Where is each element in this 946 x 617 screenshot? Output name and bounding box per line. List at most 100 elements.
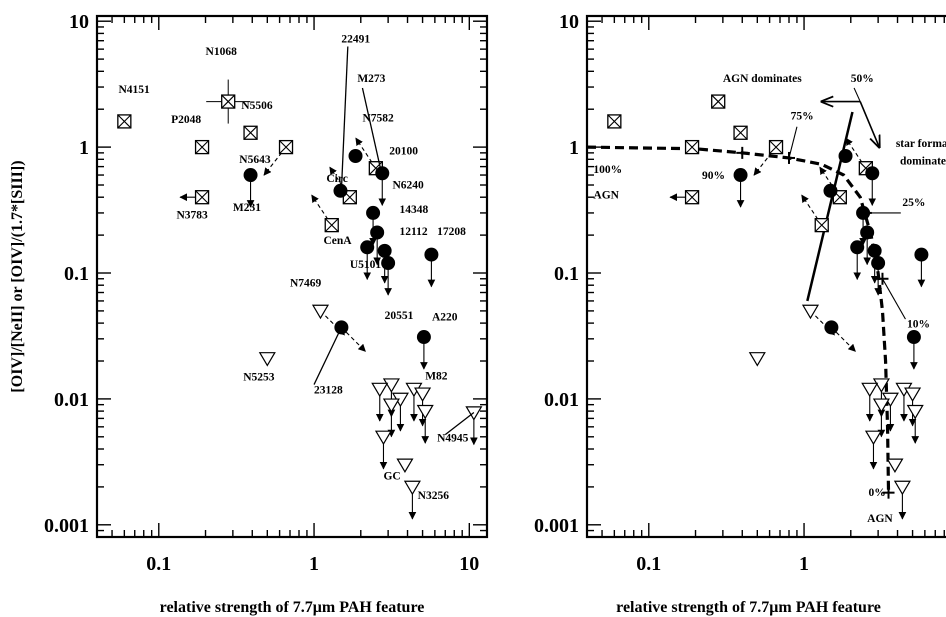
chart-0-marker-box-cross	[243, 125, 258, 140]
chart-1-point-circle	[838, 148, 853, 163]
chart-1-marker-box-cross	[685, 140, 699, 154]
chart-1-marker-circle	[906, 330, 921, 345]
chart-0-ticks	[96, 16, 487, 538]
chart-0-point-box-x	[117, 114, 132, 129]
chart-1-marker-circle	[860, 225, 875, 240]
chart-1-y-tick-label: 0.1	[554, 263, 579, 285]
chart-1-annotation-label: AGN dominates	[723, 73, 802, 85]
chart-0-annotation-label: N7582	[362, 112, 394, 124]
chart-1-point-box-x	[711, 94, 726, 109]
chart-0-point-box-x	[263, 139, 294, 176]
chart-0-marker-circle	[375, 166, 390, 181]
chart-1-x-tick-label: 0.1	[636, 553, 661, 575]
chart-1-point-box-x	[733, 125, 748, 140]
chart-0-y-axis-title: [OIV]/[NeII] or [OIV]/(1.7*[SIII])	[9, 160, 26, 392]
chart-1-marker-triangle	[893, 480, 911, 496]
chart-1-direction-arrow	[859, 101, 879, 148]
chart-1-point-triangle	[861, 382, 879, 422]
chart-0-leader-line	[444, 411, 475, 436]
chart-0-point-circle	[370, 225, 385, 266]
chart-0-limit-arrow	[329, 166, 351, 198]
chart-1-x-tick-label: 1	[799, 553, 809, 575]
chart-0-limit-arrow	[263, 146, 287, 176]
chart-1-point-circle	[824, 320, 856, 352]
chart-1-marker-triangle	[748, 352, 766, 367]
chart-0-y-tick-label: 0.1	[64, 263, 89, 285]
chart-1-point-triangle	[886, 458, 904, 474]
chart-0-data-layer	[117, 79, 483, 520]
chart-1-marker-circle	[871, 256, 886, 271]
chart-1-point-triangle	[801, 304, 836, 336]
chart-0-marker-box-cross	[195, 140, 209, 154]
chart-0-annotation-label: N5506	[241, 100, 273, 112]
chart-0-x-tick-label: 10	[459, 553, 479, 575]
chart-1-plot-frame	[585, 14, 946, 539]
chart-0-x-tick-label: 0.1	[146, 553, 171, 575]
chart-0-point-circle	[243, 168, 258, 208]
chart-1-annotation-label: AGN	[867, 513, 893, 525]
chart-1-annotation-label: 100%	[593, 164, 622, 176]
chart-1-point-circle	[733, 168, 748, 208]
chart-0-point-triangle	[396, 458, 414, 474]
chart-0-x-axis-title: relative strength of 7.7μm PAH feature	[160, 599, 425, 616]
chart-0-point-circle	[375, 166, 390, 207]
chart-1-marker-triangle	[861, 382, 879, 398]
chart-0-point-box-x	[194, 139, 210, 155]
chart-1-marker-box-cross	[733, 125, 748, 140]
chart-0-leader-line	[313, 327, 342, 385]
chart-0-x-tick-label: 1	[309, 553, 319, 575]
chart-1-marker-circle	[823, 183, 838, 198]
chart-0-marker-triangle	[416, 404, 434, 420]
chart-0-marker-circle	[424, 247, 439, 262]
chart-0-marker-circle	[366, 205, 381, 220]
chart-0-marker-circle	[381, 256, 396, 271]
chart-1-point-box-x	[669, 190, 700, 205]
chart-0-annotation-label: N6240	[392, 179, 424, 191]
chart-1-point-box-x	[801, 194, 829, 233]
chart-1-annotation-label: 75%	[791, 111, 814, 123]
chart-1-marker-triangle	[864, 430, 883, 446]
chart-1-y-tick-label: 0.001	[534, 515, 579, 537]
chart-0-point-box-x	[243, 125, 258, 140]
chart-1-limit-arrow	[819, 166, 841, 198]
chart-1-limit-arrow	[810, 310, 836, 336]
chart-1-point-circle	[914, 247, 929, 288]
chart-1-ticks	[586, 16, 945, 538]
chart-0-y-tick-label: 0.001	[44, 515, 89, 537]
chart-0-marker-circle	[243, 168, 258, 183]
chart-0-marker-triangle	[311, 304, 330, 320]
chart-0-annotation-label: 14348	[399, 204, 428, 216]
chart-1-point-circle	[906, 330, 921, 370]
chart-0-marker-circle	[370, 225, 385, 240]
chart-1-limit-arrow	[801, 194, 823, 226]
chart-0-marker-triangle	[374, 430, 393, 446]
chart-1-point-circle	[865, 166, 880, 207]
chart-1-point-triangle	[906, 404, 924, 444]
chart-0-marker-triangle	[382, 398, 400, 413]
chart-0-annotation-label: P2048	[171, 114, 201, 126]
chart-1-divider-line	[806, 111, 854, 302]
chart-0-point-circle	[334, 320, 366, 352]
chart-1-marker-triangle	[906, 404, 924, 420]
chart-0-marker-circle	[377, 243, 392, 258]
chart-0-annotation-label: M273	[357, 73, 385, 85]
chart-0-point-circle	[424, 247, 439, 288]
chart-1-annotation-label: 90%	[702, 170, 725, 182]
chart-1-leader-line	[788, 126, 798, 159]
chart-1-marker-box-cross	[858, 161, 873, 176]
chart-0-limit-arrow	[311, 194, 333, 226]
chart-0-annotation-label: 22491	[341, 33, 370, 45]
chart-0-marker-box-cross	[195, 190, 209, 205]
chart-1-point-box-x	[607, 114, 622, 129]
chart-0-point-circle	[333, 183, 348, 198]
chart-0-marker-circle	[416, 330, 431, 345]
chart-0-annotation-label: GC	[383, 470, 400, 482]
chart-1-point-triangle	[893, 480, 911, 520]
chart-1-point-circle	[871, 256, 886, 296]
chart-1-point-circle	[850, 240, 865, 281]
chart-1-marker-circle	[733, 168, 748, 183]
chart-0-annotation-label: CenA	[323, 235, 352, 247]
chart-1-annotation-label: star formation	[896, 138, 946, 150]
chart-1-marker-triangle	[872, 398, 890, 413]
